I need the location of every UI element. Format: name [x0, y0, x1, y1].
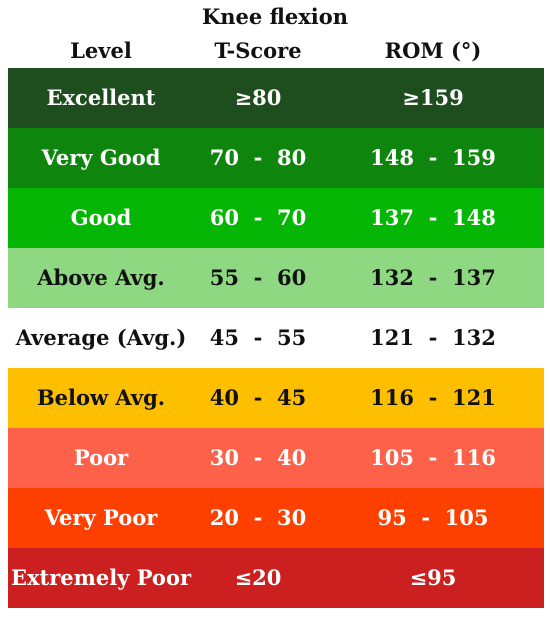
level-cell: Average (Avg.)	[15, 325, 187, 350]
tscore-cell: 55 - 60	[209, 265, 307, 290]
table-title: Knee flexion	[202, 4, 348, 29]
tscore-cell: ≥80	[234, 85, 282, 110]
level-cell: Below Avg.	[36, 385, 166, 410]
table-row: Poor 30 - 40 105 - 116	[8, 428, 544, 488]
rom-cell: 121 - 132	[370, 325, 496, 350]
level-cell: Very Good	[41, 145, 161, 170]
rom-cell: ≥159	[402, 85, 464, 110]
rom-cell: 148 - 159	[370, 145, 496, 170]
rom-cell: 95 - 105	[377, 505, 489, 530]
header-rom: ROM (°)	[384, 38, 482, 63]
table-row: Very Good 70 - 80 148 - 159	[8, 128, 544, 188]
header-tscore: T-Score	[214, 38, 302, 63]
tscore-cell: 45 - 55	[209, 325, 307, 350]
tscore-cell: 20 - 30	[209, 505, 307, 530]
tscore-cell: ≤20	[234, 565, 282, 590]
table-row: Very Poor 20 - 30 95 - 105	[8, 488, 544, 548]
table-row: Extremely Poor ≤20 ≤95	[8, 548, 544, 608]
level-cell: Above Avg.	[37, 265, 165, 290]
table-row: Excellent ≥80 ≥159	[8, 68, 544, 128]
level-cell: Poor	[73, 445, 129, 470]
tscore-cell: 40 - 45	[209, 385, 307, 410]
level-cell: Extremely Poor	[10, 565, 192, 590]
tscore-cell: 70 - 80	[209, 145, 307, 170]
rating-table: Excellent ≥80 ≥159 Very Good 70 - 80 148 - 15…	[8, 68, 544, 608]
rom-cell: 116 - 121	[370, 385, 496, 410]
tscore-cell: 30 - 40	[209, 445, 307, 470]
header-level: Level	[70, 38, 132, 63]
rom-cell: 105 - 116	[370, 445, 496, 470]
table-header: Level T-Score ROM (°)	[0, 38, 550, 66]
level-cell: Good	[70, 205, 132, 230]
table-row: Average (Avg.) 45 - 55 121 - 132	[8, 308, 544, 368]
table-row: Above Avg. 55 - 60 132 - 137	[8, 248, 544, 308]
rom-cell: ≤95	[409, 565, 457, 590]
table-row: Below Avg. 40 - 45 116 - 121	[8, 368, 544, 428]
rom-cell: 132 - 137	[370, 265, 496, 290]
table-row: Good 60 - 70 137 - 148	[8, 188, 544, 248]
level-cell: Very Poor	[44, 505, 158, 530]
rom-cell: 137 - 148	[370, 205, 496, 230]
level-cell: Excellent	[46, 85, 156, 110]
tscore-cell: 60 - 70	[209, 205, 307, 230]
